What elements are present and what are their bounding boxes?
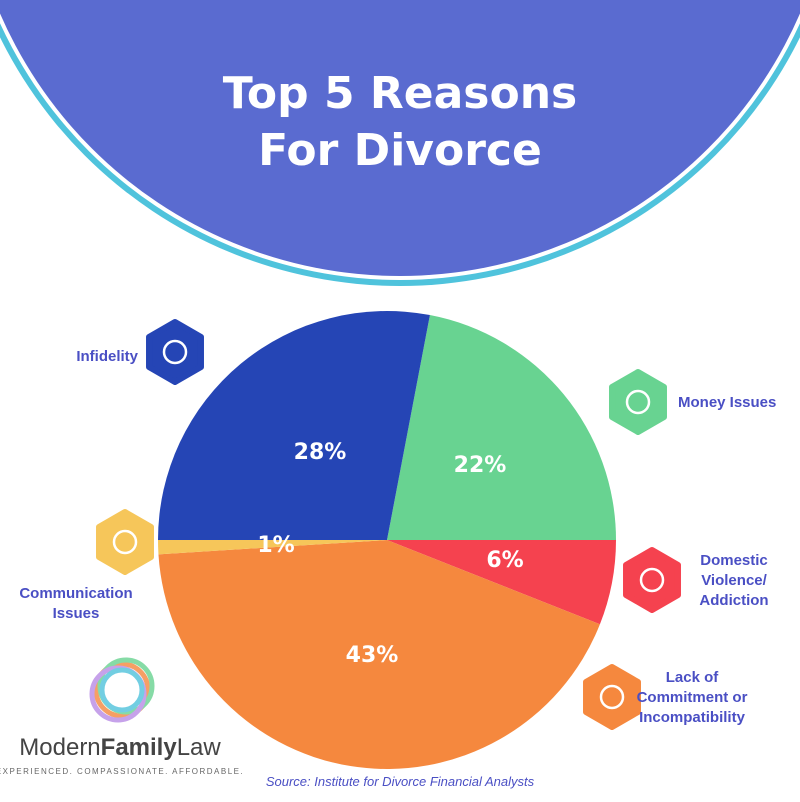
category-label: Money Issues	[678, 394, 777, 411]
logo-name: ModernFamilyLaw	[19, 734, 221, 761]
pie-slice	[387, 540, 616, 625]
pie-slice	[387, 315, 616, 540]
category-icon	[146, 319, 204, 385]
pie-slice	[158, 310, 430, 540]
chart-title: For Divorce	[258, 125, 542, 176]
category-icon	[583, 664, 641, 730]
pie-slice	[158, 540, 600, 770]
header	[0, 0, 800, 276]
value-label: 22%	[454, 453, 507, 478]
source: Source: Institute for Divorce Financial …	[266, 774, 535, 789]
logo-mark	[89, 657, 155, 723]
value-label: 43%	[346, 643, 399, 668]
value-label: 28%	[294, 440, 347, 465]
value-label: 1%	[257, 533, 294, 558]
value-labels: 22% 6% 43% 1% 28%	[257, 440, 523, 668]
icons	[96, 319, 681, 730]
icon-glyph	[162, 339, 188, 365]
category-label: Communication Issues	[19, 585, 133, 622]
category-label: Domestic Violence/ Addiction	[699, 552, 769, 609]
pie-slice	[158, 540, 387, 555]
category-icon	[96, 509, 154, 575]
icon-glyph	[112, 529, 138, 555]
icon-glyph	[639, 567, 665, 593]
pie	[158, 310, 616, 770]
value-label: 6%	[486, 548, 523, 573]
logo-tagline: EXPERIENCED. COMPASSIONATE. AFFORDABLE.	[0, 767, 244, 776]
category-label: Lack of Commitment or Incompatibility	[636, 669, 748, 726]
icon-glyph	[599, 684, 625, 710]
category-label: Infidelity	[76, 348, 138, 365]
category-icon	[623, 547, 681, 613]
chart-title: Top 5 Reasons	[223, 68, 578, 119]
category-icon	[609, 369, 667, 435]
icon-glyph	[625, 389, 651, 415]
